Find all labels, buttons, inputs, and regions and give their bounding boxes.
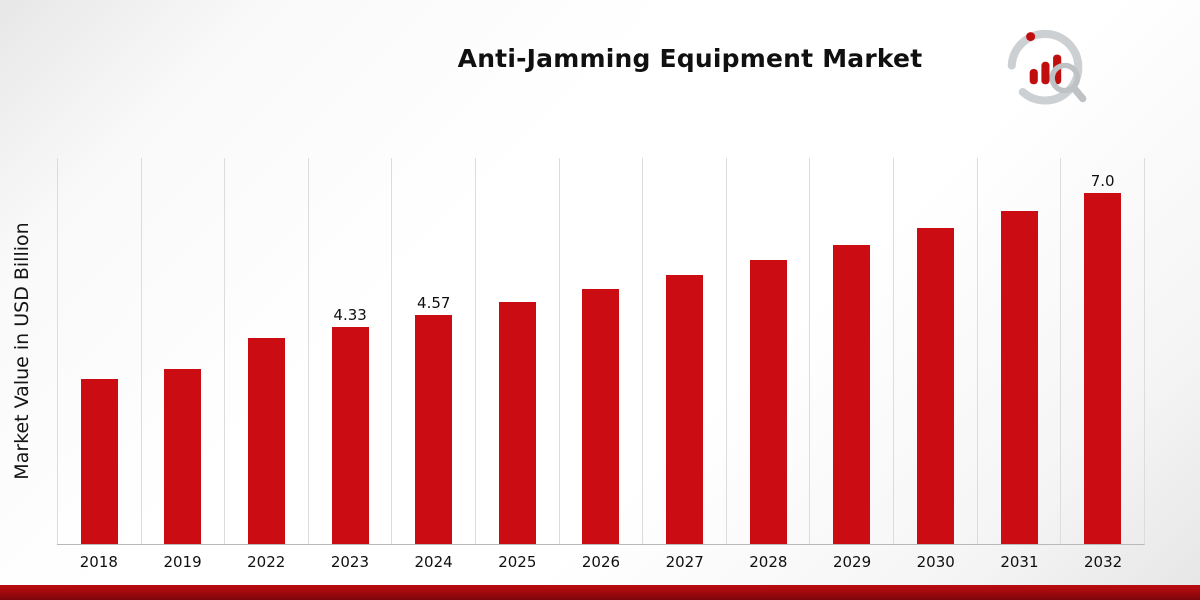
bar-2032 xyxy=(1084,193,1122,544)
bar-2019 xyxy=(164,368,202,544)
logo-ring-icon xyxy=(1007,29,1083,105)
bar-2028 xyxy=(749,260,787,544)
y-axis-label: Market Value in USD Billion xyxy=(11,222,33,480)
bar-2027 xyxy=(666,275,704,544)
x-tick-label: 2024 xyxy=(414,553,453,571)
footer-red-band xyxy=(0,585,1200,600)
x-tick-label: 2019 xyxy=(163,553,202,571)
x-tick-label: 2031 xyxy=(1000,553,1039,571)
market-research-future-logo xyxy=(1007,29,1087,105)
x-tick-label: 2026 xyxy=(581,553,621,571)
bar-cell: 7.0 xyxy=(1060,158,1144,544)
bar-2025 xyxy=(498,302,536,544)
bar-value-label: 4.33 xyxy=(333,305,367,324)
plot-area: 4.33 4.57 7.0 xyxy=(57,158,1145,545)
bar-value-label: 7.0 xyxy=(1090,172,1115,191)
x-tick-label: 2032 xyxy=(1084,553,1123,571)
bar-cell xyxy=(976,158,1061,544)
bar-2024 xyxy=(415,314,453,544)
x-tick-label: 2029 xyxy=(832,553,872,571)
bar-2030 xyxy=(916,228,954,544)
x-tick-label: 2027 xyxy=(665,553,704,571)
bar-cell xyxy=(57,158,141,544)
bar-2029 xyxy=(833,244,871,544)
bar-2023 xyxy=(331,326,369,544)
bar-cell: 4.57 xyxy=(391,158,475,544)
bar-cell xyxy=(558,158,643,544)
bar-cell: 4.33 xyxy=(307,158,392,544)
x-tick-label: 2023 xyxy=(330,553,369,571)
bar-cell xyxy=(224,158,308,544)
x-tick-label: 2022 xyxy=(247,553,286,571)
x-tick-label: 2028 xyxy=(749,553,788,571)
bar-cell xyxy=(725,158,810,544)
bar-2031 xyxy=(1000,211,1038,544)
x-tick-label: 2018 xyxy=(79,553,118,571)
bar-value-label: 4.57 xyxy=(417,293,451,312)
bar-2022 xyxy=(248,338,286,544)
bar-cell xyxy=(140,158,225,544)
x-tick-label: 2025 xyxy=(498,553,537,571)
bar-cell xyxy=(475,158,559,544)
bar-2018 xyxy=(80,378,118,544)
bar-cell xyxy=(642,158,726,544)
magnifier-icon xyxy=(1049,62,1087,103)
bar-cell xyxy=(809,158,893,544)
chart-title: Anti-Jamming Equipment Market xyxy=(457,44,923,73)
bar-cell xyxy=(893,158,977,544)
bar-2026 xyxy=(582,289,620,544)
x-axis: 2018 2019 2022 2023 2024 2025 2026 2027 2028 2029… xyxy=(57,553,1145,571)
x-tick-label: 2030 xyxy=(916,553,955,571)
